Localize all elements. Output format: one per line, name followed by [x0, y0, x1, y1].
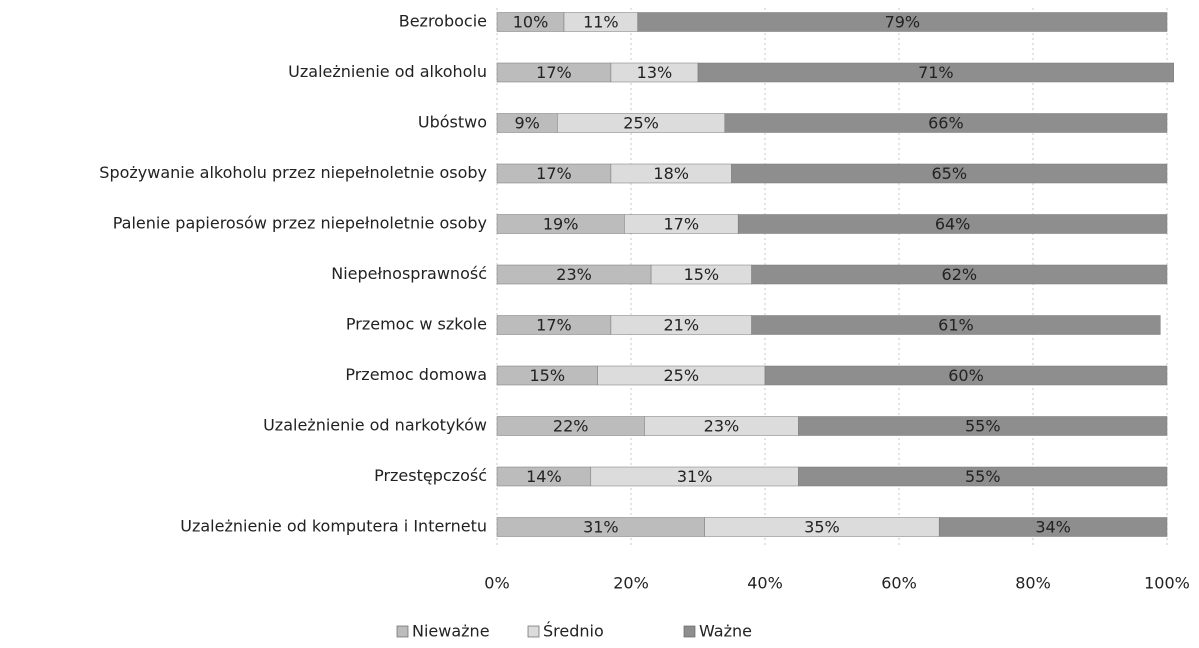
data-label: 31%	[583, 518, 619, 537]
data-label: 17%	[536, 316, 572, 335]
data-label: 66%	[928, 114, 964, 133]
category-label: Uzależnienie od komputera i Internetu	[180, 517, 487, 536]
data-label: 17%	[536, 164, 572, 183]
x-tick-label: 0%	[484, 574, 509, 593]
data-label: 55%	[965, 467, 1001, 486]
category-label: Bezrobocie	[399, 12, 487, 31]
category-label: Palenie papierosów przez niepełnoletnie …	[113, 214, 487, 233]
data-label: 17%	[536, 63, 572, 82]
bar-segment	[751, 264, 1168, 285]
category-label: Niepełnosprawność	[331, 264, 487, 283]
data-label: 25%	[623, 114, 659, 133]
x-tick-label: 80%	[1015, 574, 1051, 593]
category-label: Przemoc domowa	[345, 365, 487, 384]
data-label: 21%	[663, 316, 699, 335]
data-label: 15%	[684, 265, 720, 284]
data-label: 79%	[885, 13, 921, 32]
category-label: Uzależnienie od narkotyków	[263, 416, 487, 435]
x-tick-label: 40%	[747, 574, 783, 593]
data-label: 15%	[529, 366, 565, 385]
legend-swatch	[683, 625, 696, 638]
category-label: Ubóstwo	[418, 113, 487, 132]
bar-segment	[938, 517, 1168, 537]
data-label: 19%	[543, 215, 579, 234]
bar-segment	[724, 113, 1168, 133]
data-label: 10%	[513, 13, 549, 32]
bar-segment	[798, 416, 1168, 436]
data-label: 55%	[965, 417, 1001, 436]
bar-segment	[731, 163, 1168, 184]
data-label: 23%	[556, 265, 592, 284]
legend-label: Nieważne	[412, 622, 490, 641]
legend-swatch	[396, 625, 409, 638]
legend-label: Ważne	[699, 622, 752, 641]
data-label: 22%	[553, 417, 589, 436]
data-label: 65%	[931, 164, 967, 183]
data-label: 34%	[1035, 518, 1071, 537]
data-label: 64%	[935, 215, 971, 234]
bar-segment	[737, 214, 1168, 234]
data-label: 17%	[663, 215, 699, 234]
x-tick-label: 60%	[881, 574, 917, 593]
category-label: Przemoc w szkole	[346, 315, 487, 334]
data-label: 35%	[804, 518, 840, 537]
data-label: 13%	[637, 63, 673, 82]
data-label: 11%	[583, 13, 619, 32]
legend-swatch	[527, 625, 540, 638]
x-tick-label: 20%	[613, 574, 649, 593]
category-label: Przestępczość	[374, 466, 487, 485]
data-label: 14%	[526, 467, 562, 486]
data-label: 18%	[653, 164, 689, 183]
category-label: Spożywanie alkoholu przez niepełnoletnie…	[99, 163, 487, 182]
bar-segment	[697, 62, 1174, 83]
bar-segment	[764, 365, 1168, 386]
bar-segment	[798, 466, 1168, 487]
data-label: 62%	[942, 265, 978, 284]
data-label: 25%	[663, 366, 699, 385]
bar-segment	[751, 315, 1161, 335]
data-label: 23%	[704, 417, 740, 436]
data-label: 31%	[677, 467, 713, 486]
category-label: Uzależnienie od alkoholu	[288, 62, 487, 81]
data-label: 60%	[948, 366, 984, 385]
data-label: 61%	[938, 316, 974, 335]
data-label: 9%	[514, 114, 539, 133]
data-label: 71%	[918, 63, 954, 82]
bar-segment	[637, 12, 1168, 32]
legend-label: Średnio	[543, 622, 604, 641]
x-tick-label: 100%	[1144, 574, 1190, 593]
